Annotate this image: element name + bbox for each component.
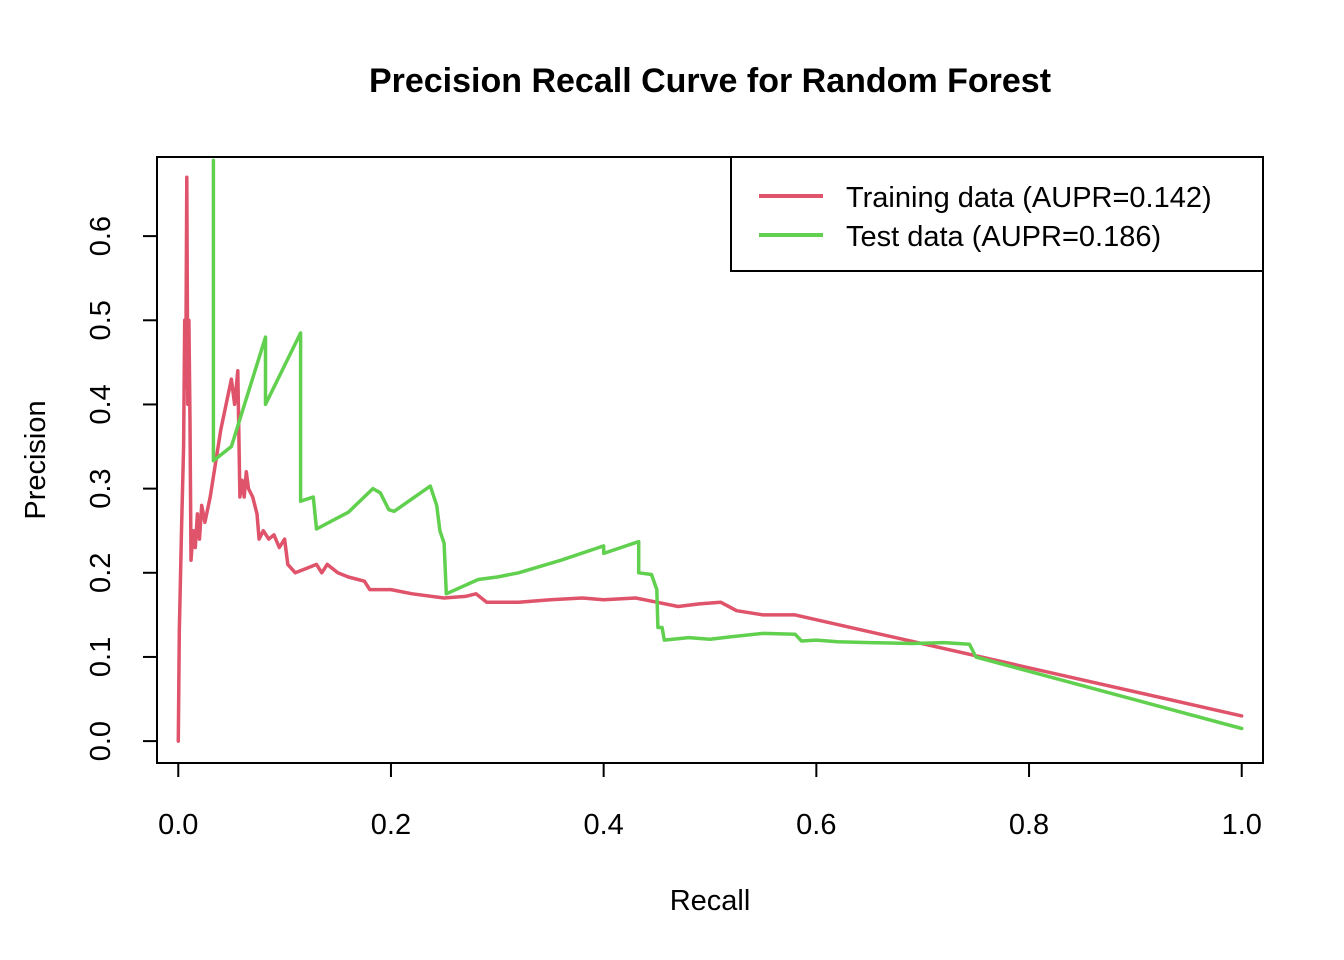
legend-label-training: Training data (AUPR=0.142) <box>846 182 1212 214</box>
x-tick-label: 0.6 <box>796 809 836 841</box>
y-tick-label: 0.5 <box>85 300 117 340</box>
y-axis: 0.0 0.1 0.2 0.3 0.4 0.5 0.6 <box>85 216 158 761</box>
x-tick-label: 0.2 <box>371 809 411 841</box>
y-tick-label: 0.6 <box>85 216 117 256</box>
training-series-line <box>176 175 1244 743</box>
y-tick-label: 0.1 <box>85 637 117 677</box>
legend-label-test: Test data (AUPR=0.186) <box>846 221 1161 253</box>
y-tick-label: 0.4 <box>85 384 117 424</box>
chart-title: Precision Recall Curve for Random Forest <box>369 62 1051 100</box>
x-tick-label: 0.8 <box>1009 809 1049 841</box>
x-axis: 0.0 0.2 0.4 0.6 0.8 1.0 <box>158 762 1262 841</box>
x-axis-label: Recall <box>670 885 751 917</box>
y-tick-label: 0.3 <box>85 468 117 508</box>
x-tick-label: 0.4 <box>583 809 623 841</box>
y-tick-label: 0.0 <box>85 721 117 761</box>
legend: Training data (AUPR=0.142) Test data (AU… <box>730 156 1264 272</box>
series-layer <box>176 158 1244 743</box>
y-tick-label: 0.2 <box>85 553 117 593</box>
legend-box <box>730 156 1264 272</box>
y-axis-label: Precision <box>20 400 52 519</box>
x-tick-label: 1.0 <box>1222 809 1262 841</box>
test-series-line <box>211 158 1244 731</box>
x-tick-label: 0.0 <box>158 809 198 841</box>
